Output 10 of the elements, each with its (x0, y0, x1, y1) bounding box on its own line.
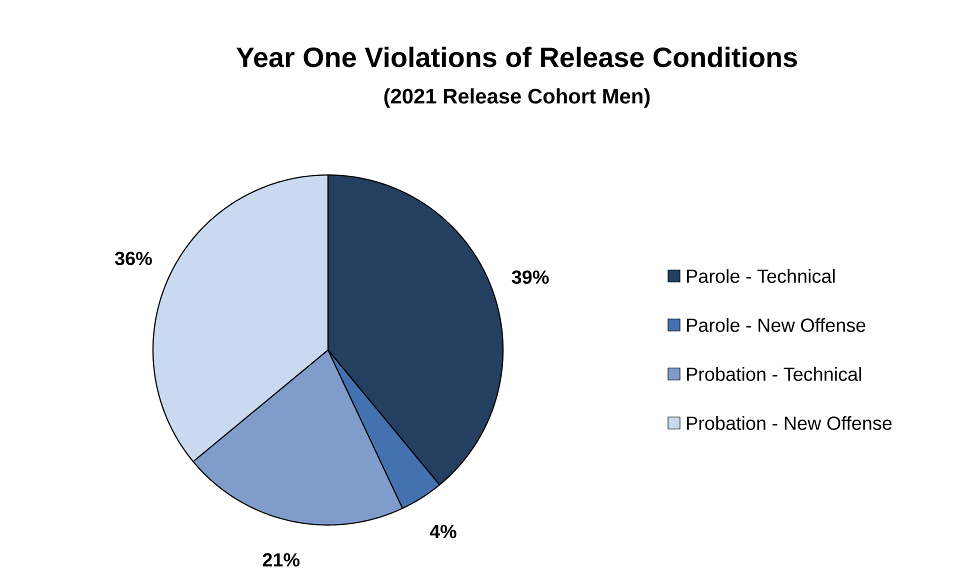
legend-label: Probation - Technical (687, 367, 861, 381)
data-label: 36% (114, 252, 152, 266)
legend-label: Parole - Technical (687, 269, 835, 283)
legend-label: Parole - New Offense (687, 318, 866, 332)
legend-label: Probation - New Offense (687, 416, 892, 430)
data-label: 4% (430, 524, 456, 538)
chart-subtitle: (2021 Release Cohort Men) (384, 88, 650, 108)
chart-title: Year One Violations of Release Conditions (236, 46, 797, 68)
data-label: 39% (512, 270, 549, 284)
data-label: 21% (262, 553, 300, 566)
